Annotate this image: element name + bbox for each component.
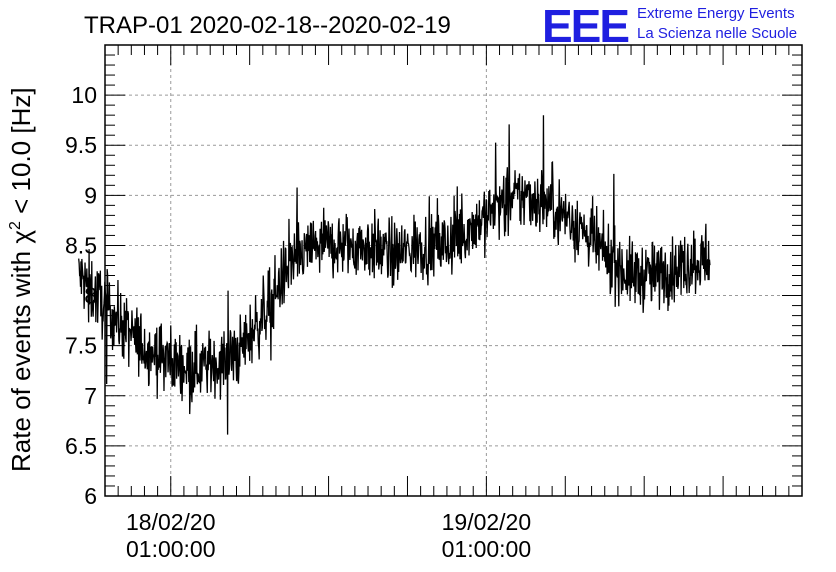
- y-tick-label: 9.5: [65, 132, 97, 158]
- y-label-sup: 2: [7, 221, 24, 230]
- logo-mark: EEE: [542, 0, 628, 52]
- y-tick-label: 9: [84, 182, 97, 208]
- data-series-line: [78, 115, 711, 435]
- x-tick-label-date: 19/02/20: [442, 509, 532, 535]
- eee-logo: EEE Extreme Energy Events La Scienza nel…: [542, 0, 797, 52]
- y-tick-label: 8: [84, 283, 97, 309]
- y-tick-label: 10: [71, 82, 97, 108]
- logo-line2: La Scienza nelle Scuole: [637, 25, 797, 42]
- y-tick-label: 6.5: [65, 433, 97, 459]
- y-label-chi: χ: [6, 230, 36, 244]
- plot-frame: [104, 44, 803, 497]
- logo-line1: Extreme Energy Events: [637, 5, 795, 22]
- y-tick-label: 6: [84, 483, 97, 509]
- y-tick-label: 8.5: [65, 232, 97, 258]
- data-series-group: [78, 115, 711, 435]
- y-axis-label: Rate of events with χ2 < 10.0 [Hz]: [6, 87, 36, 472]
- y-tick-labels: 6 6.5 7 7.5 8 8.5 9 9.5 10: [65, 82, 97, 509]
- y-tick-label: 7.5: [65, 333, 97, 359]
- y-label-prefix: Rate of events with: [6, 244, 36, 472]
- x-tick-label-time: 01:00:00: [442, 536, 532, 562]
- chart-title: TRAP-01 2020-02-18--2020-02-19: [84, 12, 451, 39]
- axis-ticks: [104, 45, 803, 497]
- x-tick-label-time: 01:00:00: [126, 536, 216, 562]
- x-tick-label-date: 18/02/20: [126, 509, 216, 535]
- y-label-suffix: < 10.0 [Hz]: [6, 87, 36, 221]
- y-tick-label: 7: [84, 383, 97, 409]
